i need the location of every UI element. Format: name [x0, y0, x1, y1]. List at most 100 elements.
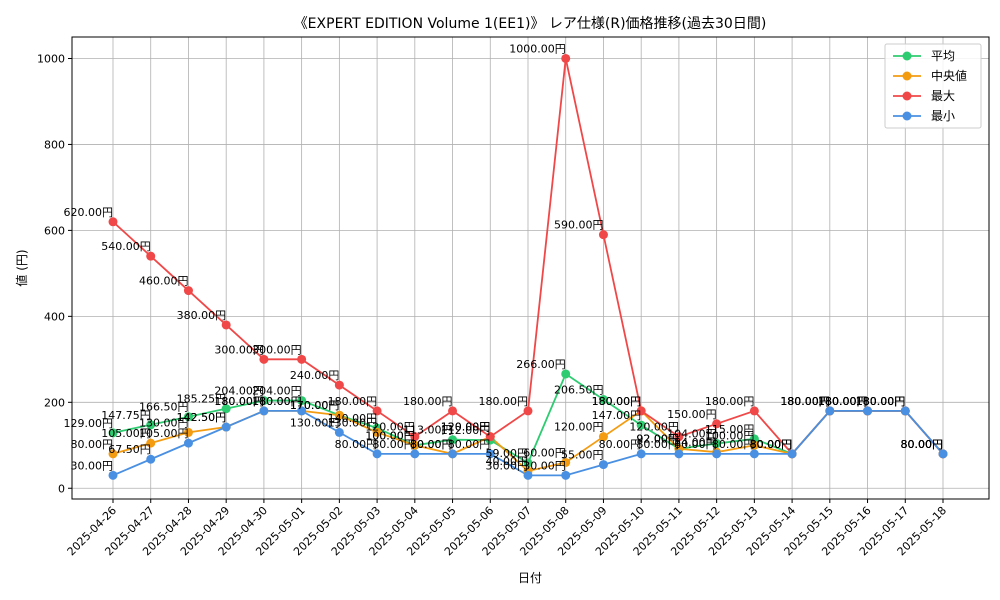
data-point: [259, 406, 269, 416]
data-label: 130.00円: [139, 416, 189, 429]
data-label: 40.00円: [486, 455, 529, 468]
data-point: [636, 406, 646, 416]
data-label: 80.00円: [750, 438, 793, 451]
data-point: [863, 406, 873, 416]
data-point: [146, 251, 156, 261]
legend-label: 最大: [931, 89, 955, 103]
data-point: [448, 406, 458, 416]
data-point: [712, 449, 722, 459]
data-label: 590.00円: [554, 219, 604, 232]
y-tick-label: 1000: [37, 52, 65, 65]
data-label: 30.00円: [523, 459, 566, 472]
data-label: 180.00円: [252, 395, 302, 408]
data-point: [598, 432, 608, 442]
data-label: 180.00円: [592, 395, 642, 408]
data-label: 80.00円: [599, 438, 642, 451]
data-point: [146, 454, 156, 464]
data-label: 150.00円: [667, 408, 717, 421]
data-point: [108, 217, 118, 227]
data-point: [485, 449, 495, 459]
data-label: 166.50円: [139, 401, 189, 414]
data-label: 180.00円: [780, 395, 830, 408]
data-label: 180.00円: [592, 395, 642, 408]
data-label: 180.00円: [403, 395, 453, 408]
data-point: [938, 449, 948, 459]
data-label: 380.00円: [177, 309, 227, 322]
legend-box: [884, 43, 982, 129]
data-label: 300.00円: [214, 343, 264, 356]
data-label: 100.00円: [365, 429, 415, 442]
data-label: 180.00円: [252, 395, 302, 408]
data-label: 206.50円: [554, 384, 604, 397]
data-label: 204.00円: [214, 385, 264, 398]
data-label: 180.00円: [856, 395, 906, 408]
data-point: [523, 406, 533, 416]
data-point: [259, 354, 269, 364]
data-label: 100.00円: [705, 429, 755, 442]
data-label: 120.00円: [441, 421, 491, 434]
data-label: 80.00円: [410, 438, 453, 451]
y-tick-label: 200: [44, 396, 65, 409]
data-point: [825, 406, 835, 416]
data-point: [297, 354, 307, 364]
data-point: [146, 438, 156, 448]
data-point: [561, 470, 571, 480]
legend-marker: [902, 91, 912, 101]
data-point: [636, 449, 646, 459]
data-label: 130.00円: [290, 416, 340, 429]
data-label: 100.00円: [365, 429, 415, 442]
data-label: 80.00円: [448, 438, 491, 451]
data-point: [598, 395, 608, 405]
data-label: 180.00円: [705, 395, 755, 408]
data-point: [561, 53, 571, 63]
data-point: [221, 404, 231, 414]
chart-title: 《EXPERT EDITION Volume 1(EE1)》 レア仕様(R)価格…: [294, 16, 767, 32]
data-label: 180.00円: [479, 395, 529, 408]
data-point: [108, 470, 118, 480]
data-label: 180.00円: [214, 395, 264, 408]
data-label: 170.00円: [290, 399, 340, 412]
data-label: 105.00円: [101, 427, 151, 440]
data-label: 113.00円: [403, 424, 453, 437]
data-point: [674, 432, 684, 442]
legend-label: 最小: [931, 109, 955, 123]
data-label: 80.00円: [712, 438, 755, 451]
data-labels: 129.00円147.75円166.50円185.25円204.00円204.0…: [64, 42, 944, 472]
data-point: [674, 449, 684, 459]
data-label: 180.00円: [780, 395, 830, 408]
data-point: [410, 432, 420, 442]
legend-marker: [902, 111, 912, 121]
data-label: 266.00円: [516, 358, 566, 371]
data-point: [108, 449, 118, 459]
data-label: 180.00円: [856, 395, 906, 408]
data-point: [146, 420, 156, 430]
data-point: [598, 230, 608, 240]
data-label: 620.00円: [64, 206, 114, 219]
y-tick-label: 800: [44, 138, 65, 151]
data-point: [636, 420, 646, 430]
data-label: 130.00円: [328, 416, 378, 429]
y-tick-label: 600: [44, 224, 65, 237]
data-label: 67.50円: [108, 443, 151, 456]
data-label: 120.00円: [365, 421, 415, 434]
data-point: [749, 434, 759, 444]
data-label: 180.00円: [818, 395, 868, 408]
data-label: 129.00円: [64, 417, 114, 430]
legend-marker: [902, 51, 912, 61]
data-point: [485, 432, 495, 442]
data-point: [448, 435, 458, 445]
data-label: 540.00円: [101, 240, 151, 253]
legend-label: 中央値: [931, 68, 967, 83]
data-label: 59.00円: [486, 447, 529, 460]
data-point: [297, 396, 307, 406]
data-point: [372, 427, 382, 437]
data-point: [183, 427, 193, 437]
data-label: 92.00円: [636, 433, 679, 446]
data-label: 84.00円: [674, 436, 717, 449]
data-point: [221, 320, 231, 330]
data-point: [183, 412, 193, 422]
data-label: 142.50円: [177, 411, 227, 424]
data-label: 170.00円: [290, 399, 340, 412]
data-label: 92.00円: [636, 433, 679, 446]
data-label: 120.00円: [441, 421, 491, 434]
